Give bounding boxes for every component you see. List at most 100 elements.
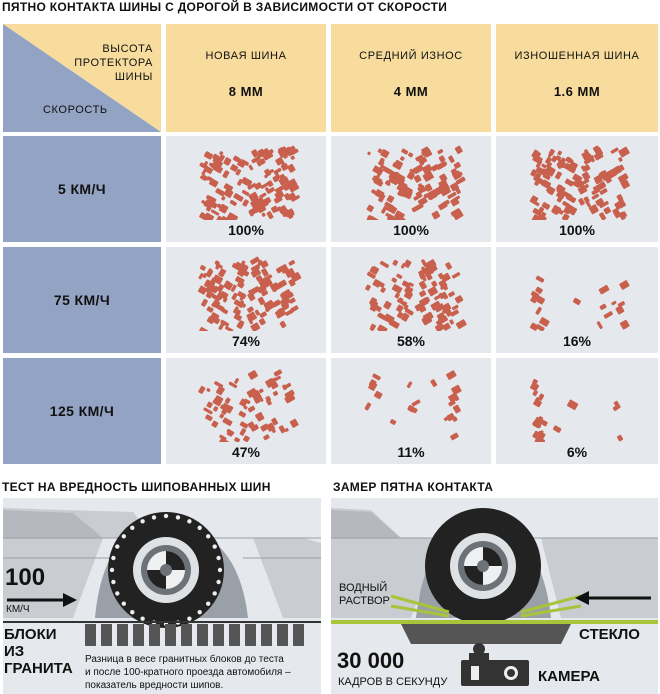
tread-mark <box>271 417 279 426</box>
tread-mark <box>218 268 227 278</box>
tread-mark <box>421 164 433 174</box>
tread-mark <box>451 272 461 279</box>
tread-mark <box>594 177 603 185</box>
tread-mark <box>238 410 247 418</box>
tread-mark <box>226 405 234 414</box>
tread-mark <box>372 279 382 288</box>
stud-test-title: ТЕСТ НА ВРЕДНОСТЬ ШИПОВАННЫХ ШИН <box>2 480 271 494</box>
tread-mark <box>396 311 404 319</box>
tread-mark <box>581 171 591 181</box>
tread-mark <box>380 149 390 159</box>
tread-mark <box>199 326 209 331</box>
tread-mark <box>446 370 457 380</box>
tread-mark <box>220 215 231 220</box>
tread-mark <box>203 287 211 294</box>
tread-mark <box>533 201 540 207</box>
tread-mark <box>258 318 266 326</box>
tread-mark <box>535 275 545 283</box>
tread-mark <box>235 309 241 317</box>
tread-mark <box>230 164 239 172</box>
stud-mark <box>187 519 192 524</box>
stud-mark <box>121 534 127 539</box>
granite-block <box>101 624 112 646</box>
tread-mark <box>423 148 433 158</box>
tread-mark <box>541 163 547 169</box>
tread-imprint <box>529 275 630 331</box>
tread-mark <box>386 204 398 214</box>
tread-mark <box>620 179 630 190</box>
granite-block <box>149 624 160 646</box>
tread-mark <box>407 406 415 413</box>
tread-mark <box>222 170 230 179</box>
tread-mark <box>427 191 438 201</box>
tread-mark <box>218 437 230 442</box>
tread-mark <box>212 286 219 294</box>
tread-mark <box>401 280 411 289</box>
tread-mark <box>579 184 589 191</box>
tread-mark <box>603 206 612 215</box>
stud-mark <box>216 555 221 561</box>
tread-mark <box>201 199 207 205</box>
tread-mark <box>431 164 439 171</box>
tread-mark <box>438 179 447 186</box>
tread-mark <box>205 279 215 287</box>
tread-mark <box>599 303 607 311</box>
tread-mark <box>231 262 242 271</box>
tread-mark <box>556 184 566 193</box>
tread-mark <box>253 182 263 190</box>
tread-mark <box>591 193 600 200</box>
tread-mark <box>289 418 299 428</box>
column-depth: 1.6 ММ <box>553 84 601 99</box>
tread-mark <box>619 164 625 171</box>
tread-mark <box>454 186 461 195</box>
tread-mark <box>234 378 240 384</box>
column-depth: 4 ММ <box>393 84 429 99</box>
tread-mark <box>603 311 613 319</box>
tread-mark <box>261 268 269 277</box>
tread-mark <box>599 188 608 195</box>
row-speed: 5 КМ/Ч <box>57 181 106 197</box>
tread-mark <box>247 292 256 302</box>
tread-mark <box>234 437 241 442</box>
tread-mark <box>401 148 409 155</box>
contact-patch-cell: 47% <box>166 358 326 464</box>
tread-mark <box>256 158 266 167</box>
tread-mark <box>595 198 604 206</box>
tread-mark <box>398 297 404 303</box>
tread-mark <box>535 306 542 315</box>
tread-mark <box>282 182 292 191</box>
tread-mark <box>395 214 402 220</box>
caption-line-2: и после 100-кратного проезда автомобиля … <box>85 667 291 678</box>
tread-mark <box>369 215 379 220</box>
contact-patch-cell: 11% <box>331 358 491 464</box>
tread-mark <box>564 178 574 187</box>
contact-percent: 58% <box>396 333 426 349</box>
tread-mark <box>280 289 293 300</box>
tread-mark <box>230 284 237 292</box>
tread-mark <box>247 370 258 380</box>
contact-patch-cell: 58% <box>331 247 491 353</box>
tread-mark <box>532 390 538 397</box>
tread-mark <box>220 319 230 327</box>
tread-mark <box>545 165 556 175</box>
tread-mark <box>254 309 260 316</box>
tread-mark <box>259 311 267 319</box>
tread-mark <box>259 192 267 199</box>
tread-mark <box>207 200 217 209</box>
tread-mark <box>583 157 594 165</box>
tread-mark <box>613 210 621 219</box>
column-label: СРЕДНИЙ ИЗНОС <box>359 50 463 62</box>
tread-mark <box>250 424 259 432</box>
tread-mark <box>281 146 293 157</box>
tread-mark <box>404 308 414 316</box>
tread-mark <box>226 428 235 436</box>
tread-mark <box>239 268 250 277</box>
tread-mark <box>613 400 621 410</box>
tread-mark <box>249 256 260 265</box>
tread-mark <box>438 155 446 163</box>
tread-mark <box>583 178 590 184</box>
camera-label: КАМЕРА <box>538 668 601 685</box>
tread-mark <box>617 301 626 308</box>
tread-mark <box>215 188 226 197</box>
tread-mark <box>532 153 540 160</box>
